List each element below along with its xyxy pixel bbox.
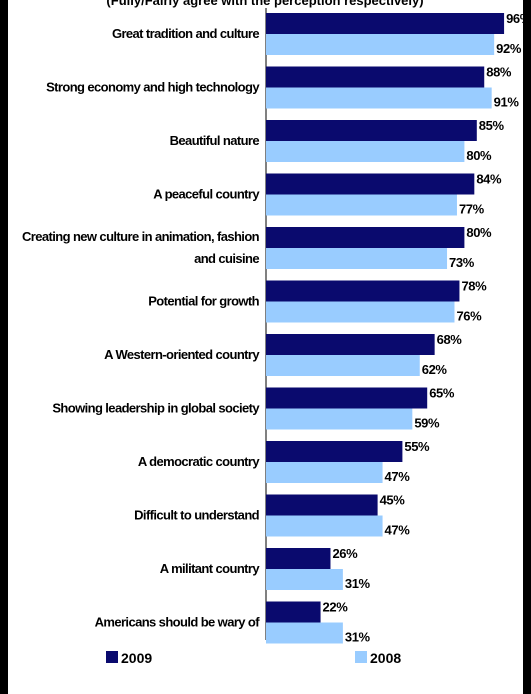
bar-2009-showing-leadership-in-global-society xyxy=(266,387,428,409)
bar-2009-a-western-oriented-country xyxy=(266,334,435,355)
bar-2009-creating-new-culture-in-animation-fashion-and-cuisine xyxy=(266,227,465,248)
category-label-a-democratic-country: A democratic country xyxy=(138,454,261,469)
value-label-2009-a-western-oriented-country: 68% xyxy=(437,332,463,347)
bar-2008-showing-leadership-in-global-society xyxy=(266,408,413,430)
value-label-2008-a-militant-country: 31% xyxy=(345,576,371,591)
bar-2008-a-militant-country xyxy=(266,569,343,590)
category-label-a-western-oriented-country: A Western-oriented country xyxy=(104,347,260,362)
value-label-2008-a-peaceful-country: 77% xyxy=(459,202,485,217)
value-label-2008-americans-should-be-wary-of: 31% xyxy=(345,630,371,645)
category-label-a-peaceful-country: A peaceful country xyxy=(153,187,260,202)
legend-label-2009: 2009 xyxy=(121,650,152,666)
category-label-difficult-to-understand: Difficult to understand xyxy=(134,508,260,523)
category-label-beautiful-nature: Beautiful nature xyxy=(170,133,260,148)
value-label-2008-a-democratic-country: 47% xyxy=(385,469,411,484)
bar-2009-americans-should-be-wary-of xyxy=(266,601,321,623)
bar-2009-a-peaceful-country xyxy=(266,173,475,195)
category-label-showing-leadership-in-global-society: Showing leadership in global society xyxy=(52,401,260,416)
legend: 2009 2008 xyxy=(106,650,401,666)
plot-area: Great tradition and culture 96% 92% Strong … xyxy=(22,8,531,645)
value-label-2009-showing-leadership-in-global-society: 65% xyxy=(429,386,455,401)
bar-2008-a-western-oriented-country xyxy=(266,355,420,376)
category-label-americans-should-be-wary-of: Americans should be wary of xyxy=(95,615,261,630)
bar-2008-beautiful-nature xyxy=(266,141,465,162)
value-label-2009-americans-should-be-wary-of: 22% xyxy=(323,600,349,615)
value-label-2009-great-tradition-and-culture: 96% xyxy=(506,11,531,26)
category-label-a-militant-country: A militant country xyxy=(160,561,261,576)
value-label-2008-beautiful-nature: 80% xyxy=(466,148,492,163)
bar-2009-a-militant-country xyxy=(266,548,331,569)
value-label-2008-potential-for-growth: 76% xyxy=(456,309,482,324)
value-label-2009-beautiful-nature: 85% xyxy=(479,118,505,133)
legend-swatch-2009 xyxy=(106,651,118,663)
bar-2009-difficult-to-understand xyxy=(266,494,378,516)
value-label-2008-a-western-oriented-country: 62% xyxy=(422,362,448,377)
legend-swatch-2008 xyxy=(355,651,367,663)
value-label-2008-strong-economy-and-high-technology: 91% xyxy=(494,95,520,110)
value-label-2008-showing-leadership-in-global-society: 59% xyxy=(414,416,440,431)
category-label-great-tradition-and-culture: Great tradition and culture xyxy=(112,26,259,41)
frame-border-left xyxy=(0,0,8,694)
bar-2009-a-democratic-country xyxy=(266,441,403,462)
value-label-2008-difficult-to-understand: 47% xyxy=(385,523,411,538)
value-label-2009-creating-new-culture-in-animation-fashion-and-cuisine: 80% xyxy=(466,225,492,240)
bar-2009-beautiful-nature xyxy=(266,120,477,141)
bar-2009-great-tradition-and-culture xyxy=(266,13,505,34)
value-label-2009-strong-economy-and-high-technology: 88% xyxy=(486,65,512,80)
bar-2008-great-tradition-and-culture xyxy=(266,34,495,55)
category-label-potential-for-growth: Potential for growth xyxy=(148,294,259,309)
value-label-2009-a-democratic-country: 55% xyxy=(404,439,430,454)
bar-2009-strong-economy-and-high-technology xyxy=(266,66,485,88)
frame-border-right xyxy=(523,0,531,694)
value-label-2009-difficult-to-understand: 45% xyxy=(380,493,406,508)
category-label-creating-new-culture-in-animation-fashion-and-cuisine-line1: Creating new culture in animation, fashi… xyxy=(22,229,260,244)
bar-2009-potential-for-growth xyxy=(266,280,460,302)
bar-2008-americans-should-be-wary-of xyxy=(266,622,343,644)
value-label-2009-potential-for-growth: 78% xyxy=(461,279,487,294)
bar-2008-strong-economy-and-high-technology xyxy=(266,87,492,109)
bar-2008-potential-for-growth xyxy=(266,301,455,323)
value-label-2009-a-militant-country: 26% xyxy=(332,546,358,561)
legend-label-2008: 2008 xyxy=(370,650,401,666)
category-label-strong-economy-and-high-technology: Strong economy and high technology xyxy=(46,80,260,95)
bar-2008-a-democratic-country xyxy=(266,462,383,483)
bar-2008-a-peaceful-country xyxy=(266,194,457,216)
category-label-creating-new-culture-in-animation-fashion-and-cuisine-line2: and cuisine xyxy=(194,251,259,266)
header-text: (Fully/Fairly agree with the perception … xyxy=(106,0,423,8)
value-label-2009-a-peaceful-country: 84% xyxy=(476,172,502,187)
bar-2008-creating-new-culture-in-animation-fashion-and-cuisine xyxy=(266,248,448,269)
value-label-2008-creating-new-culture-in-animation-fashion-and-cuisine: 73% xyxy=(449,255,475,270)
bar-2008-difficult-to-understand xyxy=(266,515,383,537)
value-label-2008-great-tradition-and-culture: 92% xyxy=(496,41,522,56)
